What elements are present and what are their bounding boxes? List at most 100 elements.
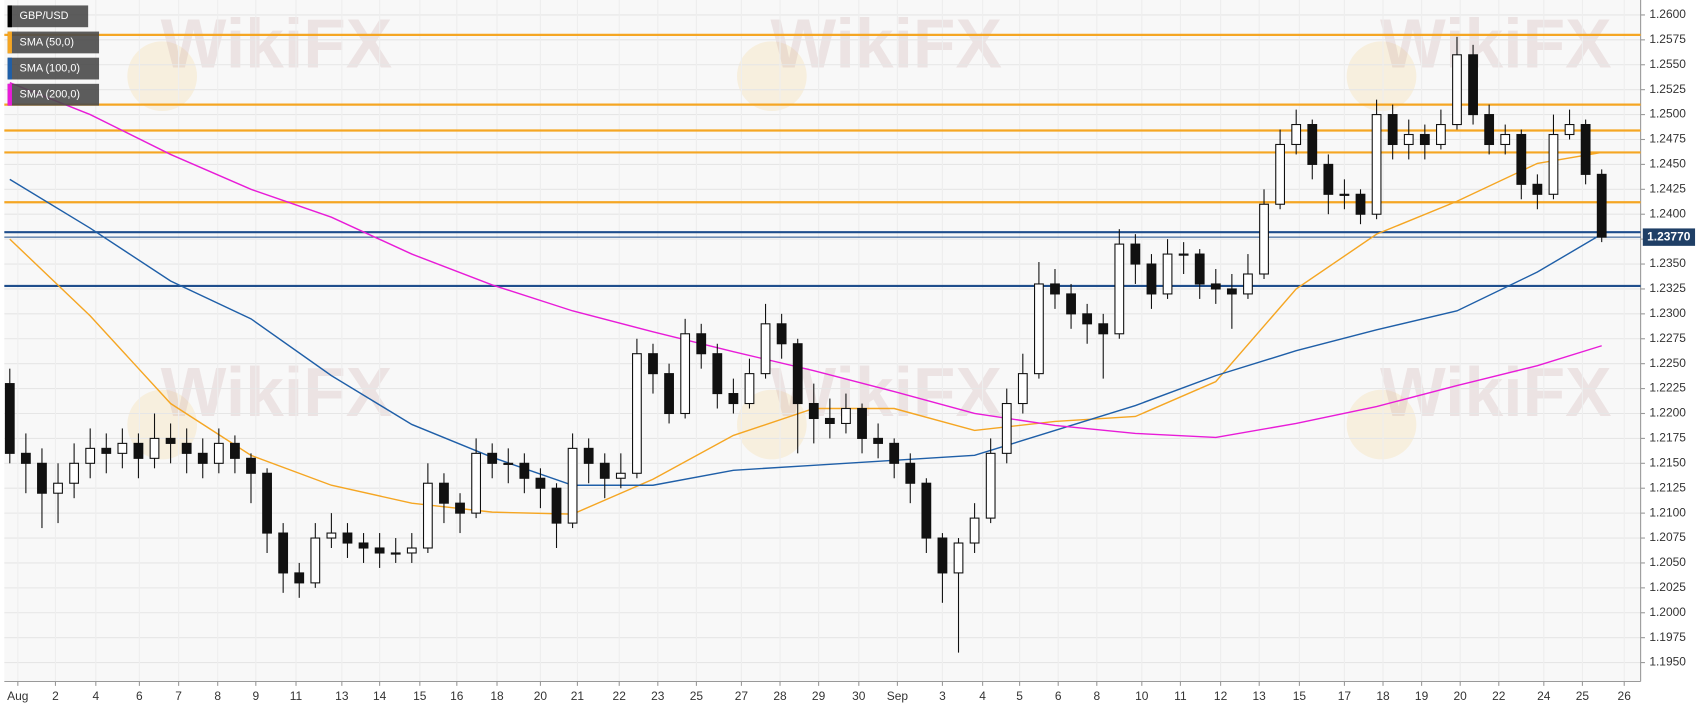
y-tick-label: 1.2400 [1649,206,1686,220]
candle-body [776,323,787,345]
candle-body [1210,283,1221,290]
x-tick-label: 13 [1253,689,1267,703]
candle-body [1275,143,1286,205]
candle-body [519,462,530,479]
sma-line [9,82,1602,439]
candle-body [1082,313,1093,325]
sma-line [9,178,1603,486]
x-tick-label: 26 [1618,689,1632,703]
candle-body [422,482,433,549]
candle-body [1066,293,1076,315]
watermark: WikiFX [161,353,393,431]
candle-body [921,482,932,539]
legend-box [7,57,100,80]
x-tick-label: 6 [136,689,143,703]
x-tick-label: 3 [939,689,946,703]
y-tick-label: 1.2600 [1649,7,1686,21]
candle-body [455,502,465,514]
legend-label: SMA (100,0) [20,62,80,74]
y-tick-label: 1.2525 [1649,82,1686,96]
x-tick-label: 28 [773,689,787,703]
candle-body [1259,203,1269,275]
x-tick-label: 23 [651,689,665,703]
y-tick-label: 1.2475 [1649,132,1686,146]
candle-body [728,393,739,405]
candle-body [1596,173,1607,238]
x-tick-label: 17 [1338,689,1352,703]
y-tick-label: 1.2300 [1649,306,1686,320]
candle-body [358,542,369,549]
candle-body [1387,114,1398,146]
candle-body [583,447,594,464]
x-tick-label: 2 [52,689,59,703]
candle-body [294,572,305,584]
x-tick-label: Aug [7,689,28,703]
candle-body [1162,253,1173,295]
candle-body [1226,288,1237,295]
candle-body [1114,243,1125,335]
y-tick-label: 1.2500 [1649,107,1686,121]
candle-body [937,537,948,574]
candle-body [1564,124,1575,136]
legend-swatch [7,5,12,28]
watermark-logo [737,41,807,112]
x-tick-label: 15 [413,689,427,703]
x-tick-label: 15 [1293,689,1307,703]
candle-body [792,343,803,405]
legend-item: SMA (100,0) [7,57,100,80]
candle-body [487,452,498,464]
candle-body [310,537,321,584]
x-tick-label: 12 [1214,689,1228,703]
candle-body [1323,163,1334,195]
legend-box [7,5,89,28]
candle-body [165,437,176,444]
candle-body [760,323,771,375]
candle-body [889,442,900,464]
x-tick-label: 18 [490,689,504,703]
x-tick-label: 11 [290,689,303,703]
legend-swatch [7,83,12,106]
candle-body [230,442,240,459]
x-tick-label: 25 [690,689,704,703]
candle-body [969,517,980,544]
y-tick-label: 1.2575 [1649,32,1686,46]
watermark: WikiFX [1380,4,1612,82]
candle-body [406,547,417,554]
x-tick-label: 11 [1174,689,1187,703]
candle-body [20,452,31,464]
x-tick-label: 13 [335,689,349,703]
candle-body [696,333,707,355]
candle-body [1146,263,1157,295]
candle-body [37,462,47,494]
candle-body [1580,124,1591,175]
candle-body [4,383,15,454]
y-tick-label: 1.2225 [1649,381,1686,395]
candle-body [133,442,144,459]
candle-body [1452,54,1462,126]
candle-body [85,447,96,464]
candle-body [342,532,353,544]
candle-body [471,452,482,514]
x-tick-label: 18 [1376,689,1390,703]
watermark: WikiFX [770,353,1002,431]
watermark-logo [127,389,198,460]
candle-body [390,552,401,555]
candle-body [1484,114,1495,146]
y-tick-label: 1.2325 [1649,281,1686,295]
y-tick-label: 1.2350 [1649,256,1686,270]
x-tick-label: 22 [1492,689,1506,703]
candle-body [53,482,63,494]
candle-body [535,477,546,489]
price-tag [1642,228,1696,246]
y-tick-label: 1.2150 [1649,455,1686,469]
candle-body [1436,124,1446,146]
y-tick-label: 1.2250 [1649,356,1686,370]
legend-box [7,83,100,106]
legend-item: SMA (50,0) [7,31,100,54]
x-tick-label: 30 [852,689,866,703]
legend-box [7,31,100,54]
candle-body [567,447,578,524]
candle-body [117,442,128,454]
candle-body [905,462,916,484]
